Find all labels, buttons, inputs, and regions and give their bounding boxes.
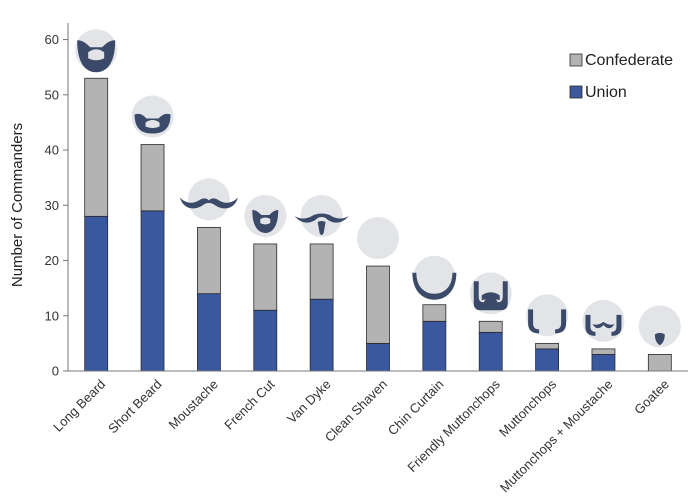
- y-tick-label: 60: [45, 32, 59, 47]
- bar-union-4: [253, 309, 278, 372]
- bar-union-1: [84, 215, 109, 372]
- legend-swatch: [569, 53, 583, 67]
- x-tick-label: Goatee: [631, 377, 672, 418]
- y-tick-label: 10: [45, 308, 59, 323]
- x-tick-label: Van Dyke: [284, 377, 334, 427]
- x-tick-label: Friendly Muttonchops: [404, 376, 503, 475]
- bar-union-7: [422, 320, 447, 372]
- y-axis: 0 10 20 30 40 50 60: [45, 23, 69, 379]
- bar-confederate-1: [84, 77, 109, 217]
- x-tick-label: Moustache: [165, 377, 221, 433]
- bar-confederate-9: [535, 342, 559, 350]
- bar-confederate-8: [478, 320, 503, 333]
- x-tick-label: Long Beard: [50, 377, 108, 435]
- bar-union-2: [140, 210, 165, 372]
- y-tick-label: 30: [45, 198, 59, 213]
- y-axis-label: Number of Commanders: [9, 123, 26, 287]
- long-beard-icon: [75, 29, 118, 73]
- x-tick-label: French Cut: [221, 376, 277, 432]
- bar-confederate-7: [422, 304, 447, 322]
- bar-confederate-5: [309, 243, 334, 300]
- bar-union-3: [197, 293, 221, 372]
- bar-union-10: [591, 354, 616, 372]
- muttonchops-moustache-icon: [582, 299, 625, 342]
- y-tick-label: 20: [45, 253, 59, 268]
- van-dyke-icon: [294, 194, 349, 237]
- goatee-icon: [638, 305, 681, 348]
- clean-shaven-icon: [357, 217, 399, 260]
- friendly-muttonchops-icon: [469, 272, 512, 315]
- legend-label: Confederate: [585, 52, 673, 69]
- muttonchops-icon: [526, 294, 569, 337]
- bar-union-6: [366, 342, 390, 372]
- bar-confederate-10: [591, 348, 616, 355]
- y-tick-label: 50: [45, 87, 59, 102]
- x-tick-label: Muttonchops + Moustache: [497, 377, 616, 496]
- y-tick-label: 0: [52, 364, 59, 379]
- bar-union-5: [309, 298, 334, 372]
- legend-label: Union: [585, 84, 627, 101]
- bar-union-8: [478, 331, 503, 372]
- short-beard-icon: [131, 95, 174, 138]
- bar-union-9: [535, 348, 559, 372]
- moustache-icon: [179, 178, 238, 221]
- french-cut-icon: [244, 194, 287, 237]
- bar-confederate-3: [197, 226, 221, 295]
- legend: Confederate Union: [569, 52, 673, 101]
- legend-swatch: [569, 85, 583, 99]
- x-tick-label: Short Beard: [105, 377, 165, 437]
- bar-confederate-6: [366, 265, 390, 344]
- bar-confederate-11: [647, 354, 672, 372]
- bar-confederate-4: [253, 243, 278, 311]
- y-tick-label: 40: [45, 143, 59, 158]
- bar-confederate-2: [140, 144, 165, 212]
- x-tick-label: Chin Curtain: [385, 377, 447, 439]
- chin-curtain-icon: [412, 255, 457, 300]
- beard-icons: [75, 29, 681, 348]
